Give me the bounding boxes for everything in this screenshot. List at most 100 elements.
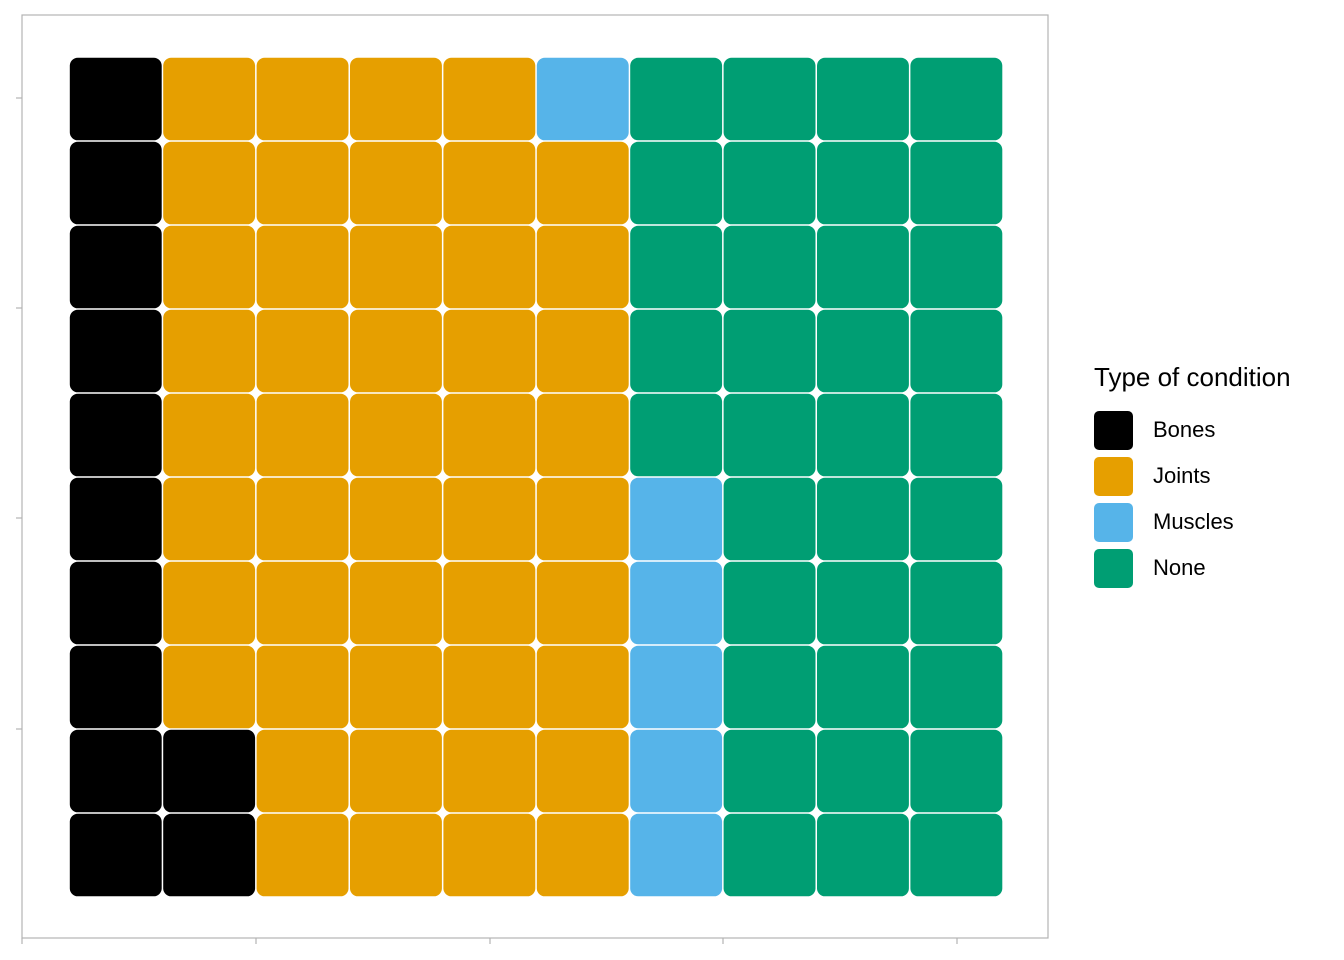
tile-joints <box>163 477 256 561</box>
tile-bones <box>69 57 162 141</box>
tile-joints <box>256 309 349 393</box>
tile-joints <box>256 225 349 309</box>
tile-joints <box>256 561 349 645</box>
tile-joints <box>163 561 256 645</box>
tile-joints <box>443 561 536 645</box>
tile-bones <box>163 729 256 813</box>
tile-none <box>630 141 723 225</box>
tile-bones <box>163 813 256 897</box>
tile-none <box>723 57 816 141</box>
tile-joints <box>536 393 629 477</box>
tile-joints <box>536 813 629 897</box>
tile-none <box>817 309 909 393</box>
tile-joints <box>163 393 256 477</box>
tile-none <box>723 813 816 897</box>
tile-none <box>723 225 816 309</box>
tile-joints <box>350 477 442 561</box>
tile-joints <box>256 813 349 897</box>
tile-joints <box>443 393 536 477</box>
tile-muscles <box>630 477 723 561</box>
tile-none <box>817 393 909 477</box>
legend-key <box>1094 502 1133 542</box>
tile-bones <box>69 309 162 393</box>
tile-bones <box>69 813 162 897</box>
tile-muscles <box>630 645 723 729</box>
tile-bones <box>69 645 162 729</box>
tile-none <box>910 561 1003 645</box>
tile-none <box>630 393 723 477</box>
tile-none <box>630 57 723 141</box>
tile-joints <box>443 729 536 813</box>
tile-none <box>817 225 909 309</box>
tile-none <box>723 645 816 729</box>
legend-items: Bones Joints Muscles None <box>1094 407 1291 591</box>
tile-none <box>630 225 723 309</box>
tile-none <box>630 309 723 393</box>
tile-joints <box>536 561 629 645</box>
tile-joints <box>350 729 442 813</box>
legend-key <box>1094 456 1133 496</box>
tile-joints <box>350 141 442 225</box>
tile-joints <box>350 561 442 645</box>
tile-joints <box>536 141 629 225</box>
tile-joints <box>256 57 349 141</box>
tile-joints <box>443 813 536 897</box>
legend-label: None <box>1153 555 1206 580</box>
tile-muscles <box>630 729 723 813</box>
tile-joints <box>350 309 442 393</box>
tile-none <box>910 729 1003 813</box>
tile-bones <box>69 561 162 645</box>
tile-joints <box>256 645 349 729</box>
tile-joints <box>163 141 256 225</box>
tile-muscles <box>536 57 629 141</box>
tile-joints <box>443 141 536 225</box>
tile-none <box>817 477 909 561</box>
tile-joints <box>443 645 536 729</box>
tile-joints <box>350 225 442 309</box>
tile-joints <box>536 645 629 729</box>
tile-none <box>910 393 1003 477</box>
tile-none <box>723 729 816 813</box>
legend-item-bones: Bones <box>1094 407 1291 453</box>
tile-joints <box>350 813 442 897</box>
tile-joints <box>163 57 256 141</box>
tile-none <box>817 561 909 645</box>
tile-joints <box>536 309 629 393</box>
tile-joints <box>163 309 256 393</box>
legend-item-none: None <box>1094 545 1291 591</box>
tile-joints <box>443 309 536 393</box>
tile-bones <box>69 393 162 477</box>
tile-joints <box>256 393 349 477</box>
tile-joints <box>256 729 349 813</box>
tile-none <box>910 225 1003 309</box>
legend-key <box>1094 548 1133 588</box>
legend: Type of condition Bones Joints Muscles None <box>1094 362 1291 591</box>
tile-none <box>817 645 909 729</box>
tile-joints <box>163 225 256 309</box>
tile-none <box>910 57 1003 141</box>
tile-bones <box>69 477 162 561</box>
tile-none <box>910 309 1003 393</box>
tile-bones <box>69 729 162 813</box>
tile-joints <box>256 477 349 561</box>
tile-none <box>723 561 816 645</box>
tile-joints <box>163 645 256 729</box>
tile-none <box>910 477 1003 561</box>
legend-key <box>1094 410 1133 450</box>
tile-none <box>910 813 1003 897</box>
legend-title: Type of condition <box>1094 362 1291 392</box>
tile-joints <box>443 225 536 309</box>
tile-joints <box>443 477 536 561</box>
tile-none <box>723 141 816 225</box>
tile-joints <box>350 645 442 729</box>
tile-none <box>817 57 909 141</box>
legend-label: Joints <box>1153 463 1211 488</box>
tile-none <box>723 309 816 393</box>
legend-item-muscles: Muscles <box>1094 499 1291 545</box>
tile-joints <box>350 393 442 477</box>
axis-ticks <box>16 97 958 944</box>
waffle-tiles <box>69 57 1003 897</box>
tile-joints <box>443 57 536 141</box>
tile-muscles <box>630 561 723 645</box>
tile-joints <box>256 141 349 225</box>
